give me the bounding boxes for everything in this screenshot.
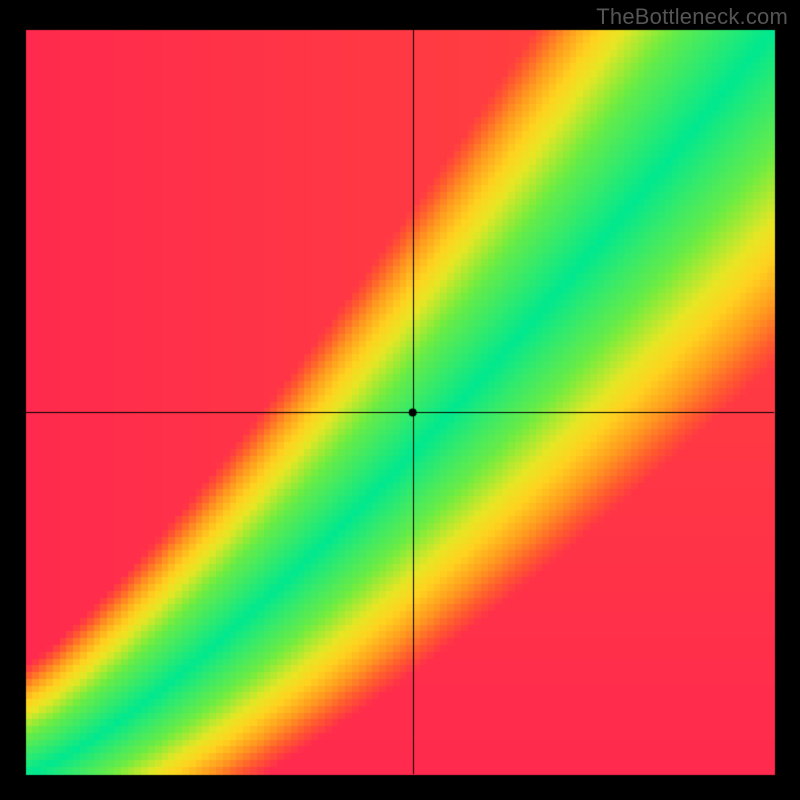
bottleneck-heatmap	[0, 0, 800, 800]
chart-container: TheBottleneck.com	[0, 0, 800, 800]
watermark-text: TheBottleneck.com	[596, 4, 788, 30]
